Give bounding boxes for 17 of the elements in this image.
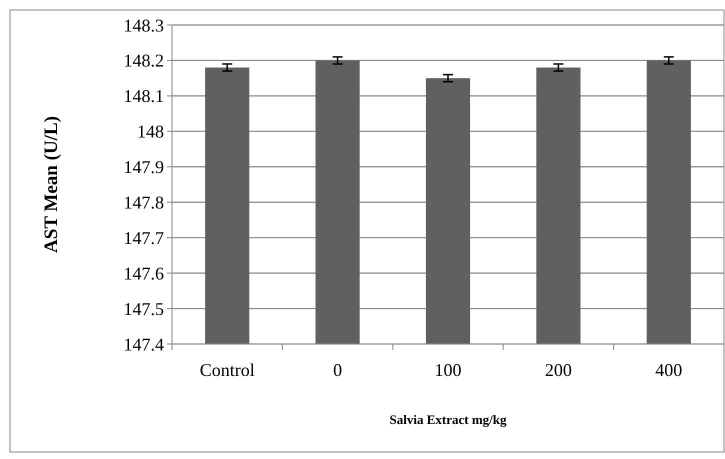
x-tick-label: 100 bbox=[434, 360, 462, 380]
y-tick-label: 147.9 bbox=[124, 157, 164, 178]
y-tick-label: 148.3 bbox=[124, 15, 164, 36]
y-tick-label: 147.6 bbox=[124, 263, 164, 284]
x-tick-label: 0 bbox=[333, 360, 342, 380]
y-tick-label: 147.5 bbox=[124, 298, 164, 319]
x-tick-label: 400 bbox=[655, 360, 682, 380]
y-tick-label: 148.1 bbox=[124, 86, 164, 106]
x-tick-label: 200 bbox=[544, 360, 572, 380]
y-tick-label: 148.2 bbox=[124, 50, 164, 71]
x-axis-title: Salvia Extract mg/kg bbox=[390, 412, 507, 427]
y-axis-title: AST Mean (U/L) bbox=[41, 116, 62, 253]
y-tick-label: 148 bbox=[137, 122, 164, 142]
y-tick-label: 147.7 bbox=[124, 228, 164, 248]
y-tick-label: 147.4 bbox=[124, 334, 164, 354]
y-tick-label: 147.8 bbox=[124, 192, 164, 213]
x-tick-label: Control bbox=[200, 360, 255, 380]
